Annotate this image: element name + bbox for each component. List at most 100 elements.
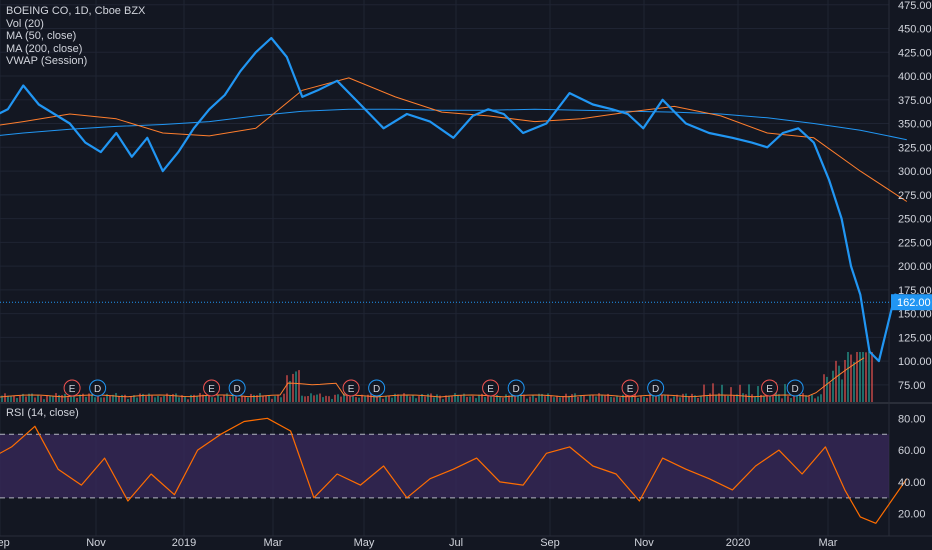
volume-bar [133, 395, 135, 402]
volume-bar [28, 393, 30, 402]
legend-ma200[interactable]: MA (200, close) [6, 42, 83, 55]
volume-bar [820, 394, 822, 402]
price-tick-label: 175.00 [898, 285, 932, 297]
volume-bar [208, 394, 210, 402]
dividend-marker[interactable]: D [89, 379, 107, 397]
volume-bar [325, 395, 327, 402]
price-tick-label: 325.00 [898, 142, 932, 154]
volume-bar [265, 395, 267, 402]
volume-bar [4, 393, 6, 402]
volume-bar [127, 398, 129, 402]
volume-bar [319, 393, 321, 402]
volume-bar [442, 399, 444, 402]
volume-bar [211, 397, 213, 402]
volume-bar [253, 394, 255, 402]
volume-bar [742, 393, 744, 402]
volume-bar [409, 396, 411, 402]
volume-bar [82, 393, 84, 402]
volume-bar [493, 397, 495, 402]
dividend-marker[interactable]: D [647, 379, 665, 397]
volume-bar [613, 397, 615, 402]
volume-bar [754, 396, 756, 402]
legend-vwap[interactable]: VWAP (Session) [6, 55, 88, 67]
volume-bar [670, 398, 672, 402]
earnings-marker[interactable]: E [342, 379, 360, 397]
volume-bar [595, 396, 597, 402]
rsi-legend[interactable]: RSI (14, close) [6, 407, 79, 419]
volume-bar [328, 396, 330, 402]
volume-bar [850, 354, 852, 402]
price-tick-label: 425.00 [898, 47, 932, 59]
volume-bar [490, 394, 492, 402]
volume-bar [724, 395, 726, 402]
volume-bar [799, 395, 801, 402]
dividend-marker[interactable]: D [786, 379, 804, 397]
volume-bar [544, 396, 546, 402]
earnings-marker[interactable]: E [761, 379, 779, 397]
volume-bar [112, 394, 114, 402]
volume-bar [295, 371, 297, 402]
volume-bar [355, 397, 357, 402]
dividend-marker[interactable]: D [368, 379, 386, 397]
volume-bar [304, 396, 306, 402]
volume-bar [472, 395, 474, 402]
volume-bar [709, 393, 711, 402]
marker-letter: D [792, 384, 799, 395]
volume-bar [430, 393, 432, 402]
volume-bar [586, 399, 588, 402]
volume-bar [10, 396, 12, 402]
volume-bar [193, 394, 195, 402]
legend-symbol[interactable]: BOEING CO, 1D, Cboe BZX [6, 5, 146, 17]
dividend-marker[interactable]: D [507, 379, 525, 397]
volume-bar [778, 394, 780, 402]
volume-bar [436, 394, 438, 402]
volume-bar [655, 395, 657, 402]
volume-bar [202, 394, 204, 402]
legend-volume[interactable]: Vol (20) [6, 17, 44, 30]
volume-bar [220, 397, 222, 402]
volume-bar [628, 396, 630, 402]
earnings-marker[interactable]: E [63, 379, 81, 397]
volume-bar [118, 395, 120, 402]
volume-bar [421, 394, 423, 402]
price-tick-label: 125.00 [898, 332, 932, 344]
earnings-marker[interactable]: E [482, 379, 500, 397]
volume-bar [280, 397, 282, 402]
volume-bar [559, 397, 561, 402]
volume-bar [163, 395, 165, 402]
volume-bar [610, 396, 612, 402]
volume-bar [793, 393, 795, 402]
volume-bar [577, 397, 579, 402]
volume-bar [721, 384, 723, 402]
dividend-marker[interactable]: D [228, 379, 246, 397]
volume-bar [22, 393, 24, 402]
volume-bar [214, 397, 216, 402]
volume-bar [367, 394, 369, 402]
volume-bar [697, 398, 699, 402]
volume-bar [226, 393, 228, 402]
marker-circle [368, 379, 386, 397]
volume-bar [94, 397, 96, 402]
marker-letter: E [627, 384, 634, 395]
volume-bar [334, 394, 336, 402]
volume-bar [136, 397, 138, 402]
time-tick-label: Nov [86, 537, 106, 549]
time-tick-label: Mar [819, 537, 838, 549]
volume-bar [667, 394, 669, 402]
earnings-marker[interactable]: E [621, 379, 639, 397]
earnings-marker[interactable]: E [203, 379, 221, 397]
volume-bar [535, 397, 537, 402]
volume-bar [40, 395, 42, 402]
volume-bar [475, 398, 477, 402]
price-tick-label: 75.00 [898, 380, 926, 392]
volume-bar [601, 394, 603, 402]
volume-bar [448, 395, 450, 402]
volume-bar [703, 384, 705, 402]
legend-ma50[interactable]: MA (50, close) [6, 30, 77, 42]
volume-bar [562, 396, 564, 402]
volume-bar [205, 395, 207, 402]
volume-bar [97, 395, 99, 402]
last-price-badge [891, 294, 932, 311]
